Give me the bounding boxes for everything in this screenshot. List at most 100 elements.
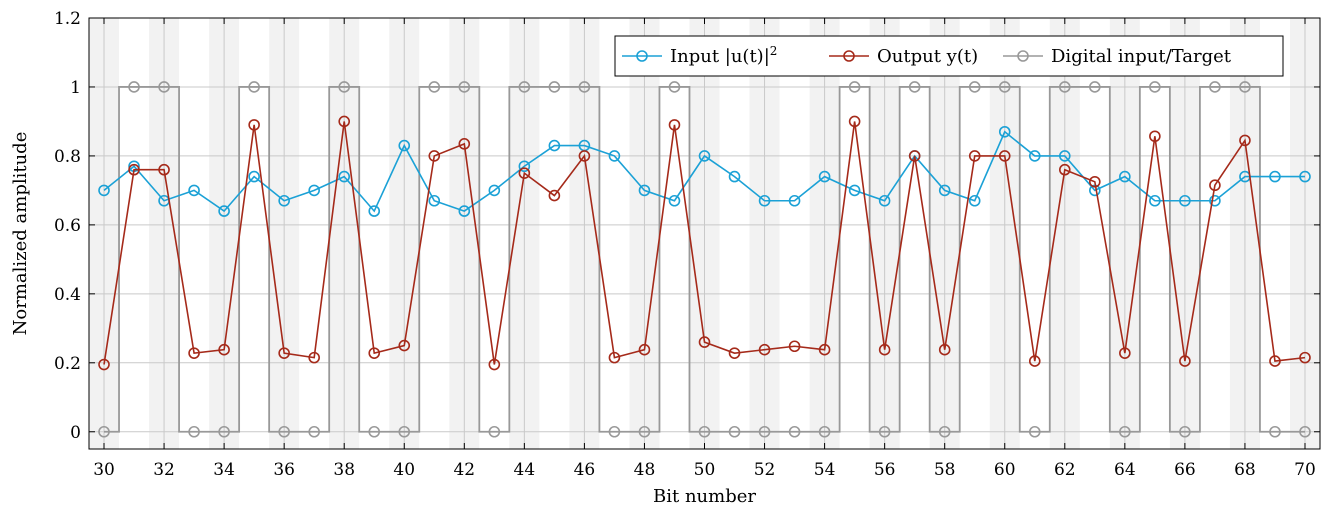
- series-0: [98, 125, 1311, 217]
- legend-label: Input |u(t)|2: [670, 44, 777, 67]
- data-point: [1179, 355, 1191, 367]
- data-point: [548, 81, 561, 93]
- y-tick-label: 1.2: [54, 9, 81, 29]
- data-point: [128, 81, 140, 93]
- series-2: [98, 81, 1311, 438]
- data-point: [398, 339, 411, 352]
- x-tick-label: 36: [273, 460, 295, 480]
- data-point: [278, 347, 290, 359]
- data-point: [1239, 81, 1251, 93]
- data-point: [698, 336, 711, 348]
- x-tick-label: 50: [694, 460, 716, 480]
- data-point: [848, 81, 861, 93]
- data-point: [1119, 170, 1131, 183]
- data-point: [638, 184, 651, 197]
- data-point: [1179, 425, 1191, 438]
- x-tick-label: 68: [1234, 460, 1256, 480]
- y-axis-label: Normalized amplitude: [10, 132, 31, 336]
- y-tick-label: 0.6: [54, 216, 81, 236]
- data-point: [398, 139, 411, 152]
- x-tick-label: 52: [754, 460, 776, 480]
- x-tick-label: 40: [393, 460, 415, 480]
- series-layer: [98, 81, 1311, 438]
- series-line: [104, 86, 1305, 433]
- x-tick-label: 34: [213, 460, 235, 480]
- data-point: [338, 170, 351, 183]
- data-point: [248, 170, 260, 183]
- data-point: [848, 184, 861, 197]
- series-line: [103, 130, 1305, 213]
- data-point: [938, 343, 951, 356]
- y-tick-label: 0.8: [54, 147, 81, 167]
- data-point: [338, 81, 351, 93]
- data-point: [788, 425, 801, 438]
- data-point: [368, 347, 381, 359]
- series-line: [103, 121, 1306, 365]
- legend-entry: Output y(t): [829, 46, 978, 67]
- data-point: [878, 194, 891, 207]
- data-point: [368, 425, 381, 438]
- x-tick-label: 48: [634, 460, 656, 480]
- data-point: [998, 81, 1011, 93]
- x-axis: 30 32 34 36 38 40 42 44 46 48 50 52 54 56 58 60 62 64 66 68…: [93, 18, 1316, 480]
- legend-entry: Input |u(t)|2: [622, 44, 777, 67]
- data-point: [1299, 170, 1311, 183]
- data-point: [248, 119, 260, 131]
- x-tick-label: 42: [453, 460, 475, 480]
- data-point: [188, 347, 200, 359]
- data-point: [998, 125, 1011, 138]
- data-point: [1119, 347, 1131, 359]
- data-point: [578, 81, 591, 93]
- data-point: [548, 139, 561, 152]
- data-point: [488, 358, 501, 371]
- data-point: [1239, 134, 1251, 147]
- data-point: [908, 81, 921, 93]
- x-tick-label: 30: [93, 460, 115, 480]
- data-point: [1269, 355, 1281, 367]
- data-point: [608, 425, 621, 438]
- data-point: [878, 343, 891, 356]
- data-point: [458, 81, 471, 93]
- data-point: [98, 358, 110, 371]
- data-point: [458, 138, 471, 150]
- data-point: [938, 184, 951, 197]
- data-point: [668, 119, 681, 131]
- data-point: [278, 194, 290, 207]
- legend-marker: [1017, 50, 1029, 62]
- data-point: [98, 184, 110, 197]
- data-point: [428, 150, 441, 162]
- data-point: [938, 425, 951, 438]
- data-point: [578, 150, 591, 162]
- data-point: [1058, 150, 1071, 162]
- x-tick-label: 64: [1114, 460, 1136, 480]
- data-point: [638, 343, 651, 356]
- legend-entry: Digital input/Target: [1003, 46, 1232, 67]
- legend-label: Output y(t): [877, 46, 978, 67]
- x-tick-label: 54: [814, 460, 836, 480]
- data-point: [818, 343, 831, 356]
- data-point: [788, 340, 801, 353]
- data-point: [1299, 351, 1311, 364]
- data-point: [968, 194, 981, 207]
- y-tick-label: 0: [70, 423, 81, 443]
- data-point: [818, 425, 831, 438]
- data-point: [488, 425, 501, 438]
- data-point: [1179, 194, 1191, 207]
- data-point: [698, 150, 711, 162]
- data-point: [128, 163, 140, 176]
- data-point: [1089, 81, 1101, 93]
- data-point: [98, 425, 110, 438]
- data-point: [608, 351, 621, 364]
- data-point: [158, 163, 170, 176]
- data-point: [728, 425, 741, 438]
- x-tick-label: 60: [994, 460, 1016, 480]
- data-point: [728, 170, 741, 183]
- legend-box: [614, 35, 1284, 77]
- data-point: [908, 150, 921, 162]
- x-tick-label: 46: [574, 460, 596, 480]
- data-point: [848, 115, 861, 128]
- data-point: [188, 184, 200, 197]
- data-point: [668, 81, 681, 93]
- data-point: [218, 205, 230, 217]
- data-point: [1269, 425, 1281, 438]
